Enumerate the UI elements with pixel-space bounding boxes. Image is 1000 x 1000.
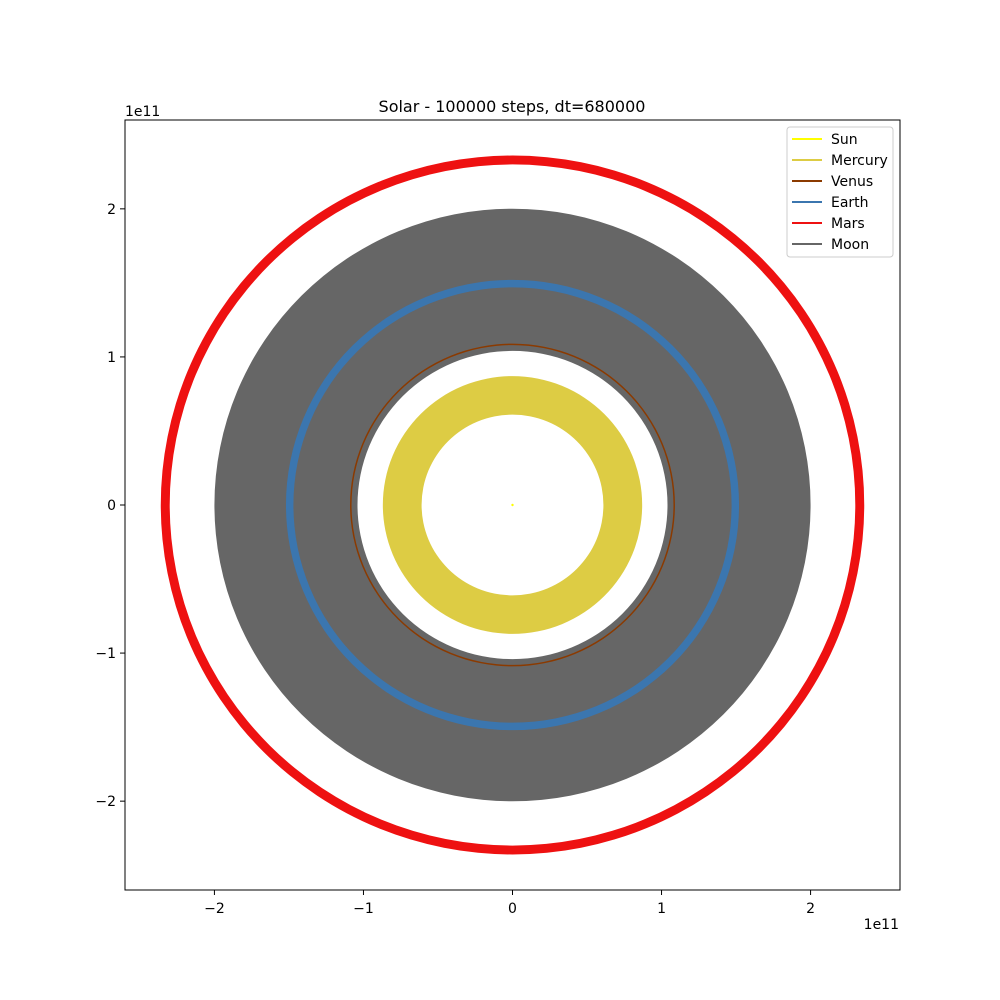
y-axis: −2 −1 0 1 2	[95, 202, 125, 810]
y-tick-label: 0	[107, 498, 116, 514]
x-tick-label: 1	[657, 901, 666, 917]
plot-area	[160, 155, 865, 855]
y-tick-label: 2	[107, 202, 116, 218]
legend-label-venus: Venus	[831, 174, 873, 190]
legend-label-sun: Sun	[831, 132, 858, 148]
legend-label-mercury: Mercury	[831, 153, 888, 169]
x-tick-label: 2	[806, 901, 815, 917]
y-offset-label: 1e11	[125, 104, 160, 120]
x-axis: −2 −1 0 1 2	[204, 890, 815, 917]
y-tick-label: −1	[95, 646, 116, 662]
sun-orbit	[511, 503, 514, 507]
x-tick-label: −1	[353, 901, 374, 917]
legend-label-moon: Moon	[831, 237, 869, 253]
legend-label-mars: Mars	[831, 216, 865, 232]
chart-title: Solar - 100000 steps, dt=680000	[379, 97, 646, 116]
mercury-orbit	[382, 376, 643, 634]
moon-orbit	[214, 208, 811, 802]
x-tick-label: 0	[508, 901, 517, 917]
legend: Sun Mercury Venus Earth Mars Moon	[786, 126, 894, 258]
legend-label-earth: Earth	[831, 195, 869, 211]
y-tick-label: 1	[107, 350, 116, 366]
y-tick-label: −2	[95, 794, 116, 810]
x-tick-label: −2	[204, 901, 225, 917]
x-offset-label: 1e11	[864, 917, 899, 933]
